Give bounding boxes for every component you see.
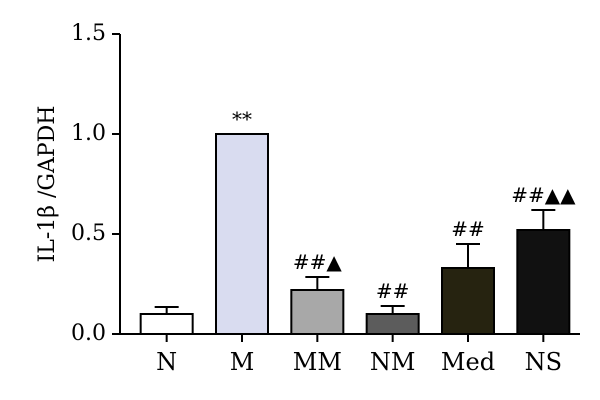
- x-tick-label: MM: [293, 348, 342, 376]
- bar-mm: [290, 289, 345, 335]
- y-tick-label: 0.0: [71, 321, 106, 346]
- x-tick-label: Med: [441, 348, 495, 376]
- bar-ns: [516, 229, 571, 335]
- y-axis-label: IL-1β /GAPDH: [35, 106, 60, 263]
- significance-label: ##: [376, 279, 410, 303]
- bar-nm: [365, 313, 420, 335]
- significance-label: ##▲▲: [511, 183, 576, 207]
- significance-label: ##: [451, 217, 485, 241]
- labels-group: N M**MM##▲NM##Med##NS##▲▲: [156, 107, 576, 376]
- bar-med: [441, 267, 495, 335]
- y-tick-label: 1.5: [71, 21, 106, 46]
- bars-group: [139, 133, 571, 335]
- significance-label: ##▲: [293, 250, 343, 274]
- axes: 0.0 0.5 1.0 1.5: [71, 21, 580, 346]
- x-tick-label: M: [230, 348, 255, 376]
- bar-m: [215, 133, 269, 335]
- y-tick-label: 1.0: [71, 121, 106, 146]
- y-tick-label: 0.5: [71, 221, 106, 246]
- significance-label: **: [232, 107, 252, 131]
- bar-n: [139, 313, 194, 335]
- x-tick-label: N: [156, 348, 177, 376]
- x-tick-label: NS: [525, 348, 562, 376]
- x-tick-label: NM: [370, 348, 416, 376]
